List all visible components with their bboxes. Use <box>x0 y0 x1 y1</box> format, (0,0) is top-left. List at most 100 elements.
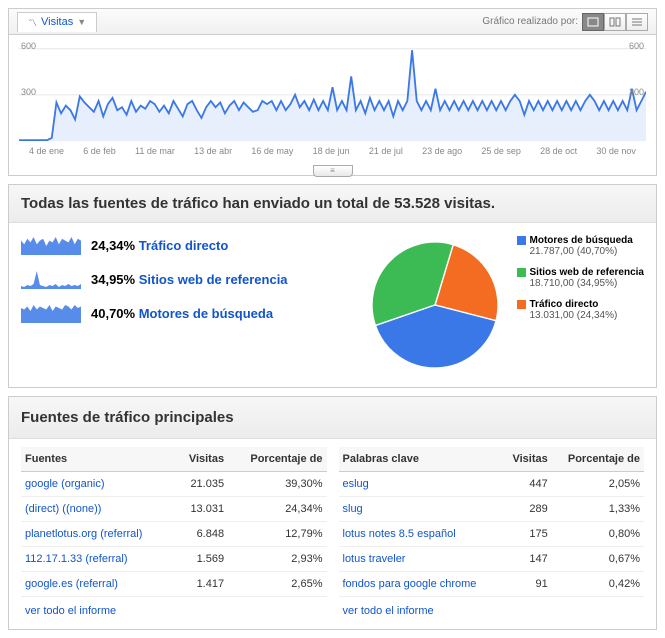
metric-link[interactable]: Motores de búsqueda <box>135 306 273 321</box>
legend-item: Motores de búsqueda21.787,00 (40,70%) <box>517 235 645 257</box>
legend-detail: 21.787,00 (40,70%) <box>530 246 645 257</box>
y-label: 600 <box>21 41 36 51</box>
summary-title: Todas las fuentes de tráfico han enviado… <box>9 185 656 223</box>
table-row: lotus notes 8.5 español1750,80% <box>339 522 645 547</box>
table-row: slug2891,33% <box>339 497 645 522</box>
metric-text: 24,34% Tráfico directo <box>91 238 228 253</box>
metric-link[interactable]: Tráfico directo <box>135 238 228 253</box>
sparkline <box>21 235 81 255</box>
x-tick: 4 de ene <box>29 146 64 156</box>
row-link[interactable]: lotus traveler <box>339 547 502 572</box>
sparkline <box>21 303 81 323</box>
legend-swatch <box>517 268 526 277</box>
legend: Motores de búsqueda21.787,00 (40,70%) Sit… <box>517 235 645 331</box>
tab-visitas[interactable]: 〽 Visitas ▼ <box>17 12 97 32</box>
table-row: (direct) ((none))13.03124,34% <box>21 497 327 522</box>
x-tick: 18 de jun <box>313 146 350 156</box>
table-row: planetlotus.org (referral)6.84812,79% <box>21 522 327 547</box>
row-link[interactable]: eslug <box>339 472 502 497</box>
row-value: 1.569 <box>175 547 228 572</box>
x-tick: 30 de nov <box>596 146 636 156</box>
legend-title: Tráfico directo <box>530 299 599 310</box>
keywords-table: Palabras claveVisitasPorcentaje de eslug4… <box>339 447 645 617</box>
row-value: 1,33% <box>552 497 644 522</box>
chart-svg <box>19 41 646 141</box>
view-btn-2[interactable] <box>604 13 626 31</box>
row-value: 21.035 <box>175 472 228 497</box>
chart-panel: 〽 Visitas ▼ Gráfico realizado por: 600 6… <box>8 8 657 176</box>
x-tick: 6 de feb <box>83 146 116 156</box>
row-link[interactable]: google (organic) <box>21 472 175 497</box>
metric-row: 24,34% Tráfico directo <box>21 235 349 255</box>
row-value: 1.417 <box>175 572 228 597</box>
table-row: lotus traveler1470,67% <box>339 547 645 572</box>
legend-item: Sitios web de referencia18.710,00 (34,95… <box>517 267 645 289</box>
row-value: 12,79% <box>228 522 326 547</box>
row-value: 2,05% <box>552 472 644 497</box>
x-tick: 28 de oct <box>540 146 577 156</box>
row-value: 0,67% <box>552 547 644 572</box>
row-value: 2,93% <box>228 547 326 572</box>
right-controls: Gráfico realizado por: <box>482 13 648 31</box>
row-link[interactable]: fondos para google chrome <box>339 572 502 597</box>
metric-pct: 24,34% <box>91 238 135 253</box>
tab-label: Visitas <box>41 16 73 28</box>
drag-handle[interactable]: ≡ <box>313 165 353 177</box>
metric-pct: 34,95% <box>91 272 135 287</box>
sources-title: Fuentes de tráfico principales <box>9 397 656 439</box>
line-chart: 600 600 300 300 4 de ene6 de feb11 de ma… <box>9 35 656 175</box>
legend-item: Tráfico directo13.031,00 (24,34%) <box>517 299 645 321</box>
row-value: 175 <box>502 522 552 547</box>
summary-panel: Todas las fuentes de tráfico han enviado… <box>8 184 657 388</box>
legend-detail: 18.710,00 (34,95%) <box>530 278 645 289</box>
credit-label: Gráfico realizado por: <box>482 16 578 27</box>
view-btn-1[interactable] <box>582 13 604 31</box>
legend-swatch <box>517 236 526 245</box>
view-all-link[interactable]: ver todo el informe <box>339 597 645 617</box>
metric-text: 34,95% Sitios web de referencia <box>91 272 288 287</box>
row-value: 447 <box>502 472 552 497</box>
pie-block: Motores de búsqueda21.787,00 (40,70%) Sit… <box>365 235 645 375</box>
legend-title: Sitios web de referencia <box>530 267 645 278</box>
row-link[interactable]: google.es (referral) <box>21 572 175 597</box>
row-value: 0,42% <box>552 572 644 597</box>
col-header: Porcentaje de <box>228 447 326 472</box>
row-value: 6.848 <box>175 522 228 547</box>
row-link[interactable]: (direct) ((none)) <box>21 497 175 522</box>
row-value: 2,65% <box>228 572 326 597</box>
tab-bar: 〽 Visitas ▼ Gráfico realizado por: <box>9 9 656 35</box>
col-header: Visitas <box>175 447 228 472</box>
sparkline <box>21 269 81 289</box>
col-header: Visitas <box>502 447 552 472</box>
view-btn-3[interactable] <box>626 13 648 31</box>
row-link[interactable]: lotus notes 8.5 español <box>339 522 502 547</box>
metric-row: 40,70% Motores de búsqueda <box>21 303 349 323</box>
metric-link[interactable]: Sitios web de referencia <box>135 272 287 287</box>
x-tick: 25 de sep <box>481 146 521 156</box>
col-header: Palabras clave <box>339 447 502 472</box>
row-value: 91 <box>502 572 552 597</box>
col-header: Fuentes <box>21 447 175 472</box>
table-row: google.es (referral)1.4172,65% <box>21 572 327 597</box>
x-tick: 21 de jul <box>369 146 403 156</box>
view-all-link[interactable]: ver todo el informe <box>21 597 327 617</box>
legend-detail: 13.031,00 (24,34%) <box>530 310 645 321</box>
row-link[interactable]: planetlotus.org (referral) <box>21 522 175 547</box>
pie-chart <box>365 235 505 375</box>
x-tick: 16 de may <box>251 146 293 156</box>
row-link[interactable]: 112.17.1.33 (referral) <box>21 547 175 572</box>
metric-text: 40,70% Motores de búsqueda <box>91 306 273 321</box>
row-value: 289 <box>502 497 552 522</box>
tab-spark-icon: 〽 <box>28 16 37 29</box>
row-link[interactable]: slug <box>339 497 502 522</box>
table-row: fondos para google chrome910,42% <box>339 572 645 597</box>
col-header: Porcentaje de <box>552 447 644 472</box>
row-value: 13.031 <box>175 497 228 522</box>
chevron-down-icon: ▼ <box>77 17 86 27</box>
row-value: 24,34% <box>228 497 326 522</box>
x-tick: 23 de ago <box>422 146 462 156</box>
sources-panel: Fuentes de tráfico principales FuentesVi… <box>8 396 657 630</box>
metric-pct: 40,70% <box>91 306 135 321</box>
x-tick: 11 de mar <box>135 146 175 156</box>
x-axis: 4 de ene6 de feb11 de mar13 de abr16 de … <box>19 146 646 156</box>
